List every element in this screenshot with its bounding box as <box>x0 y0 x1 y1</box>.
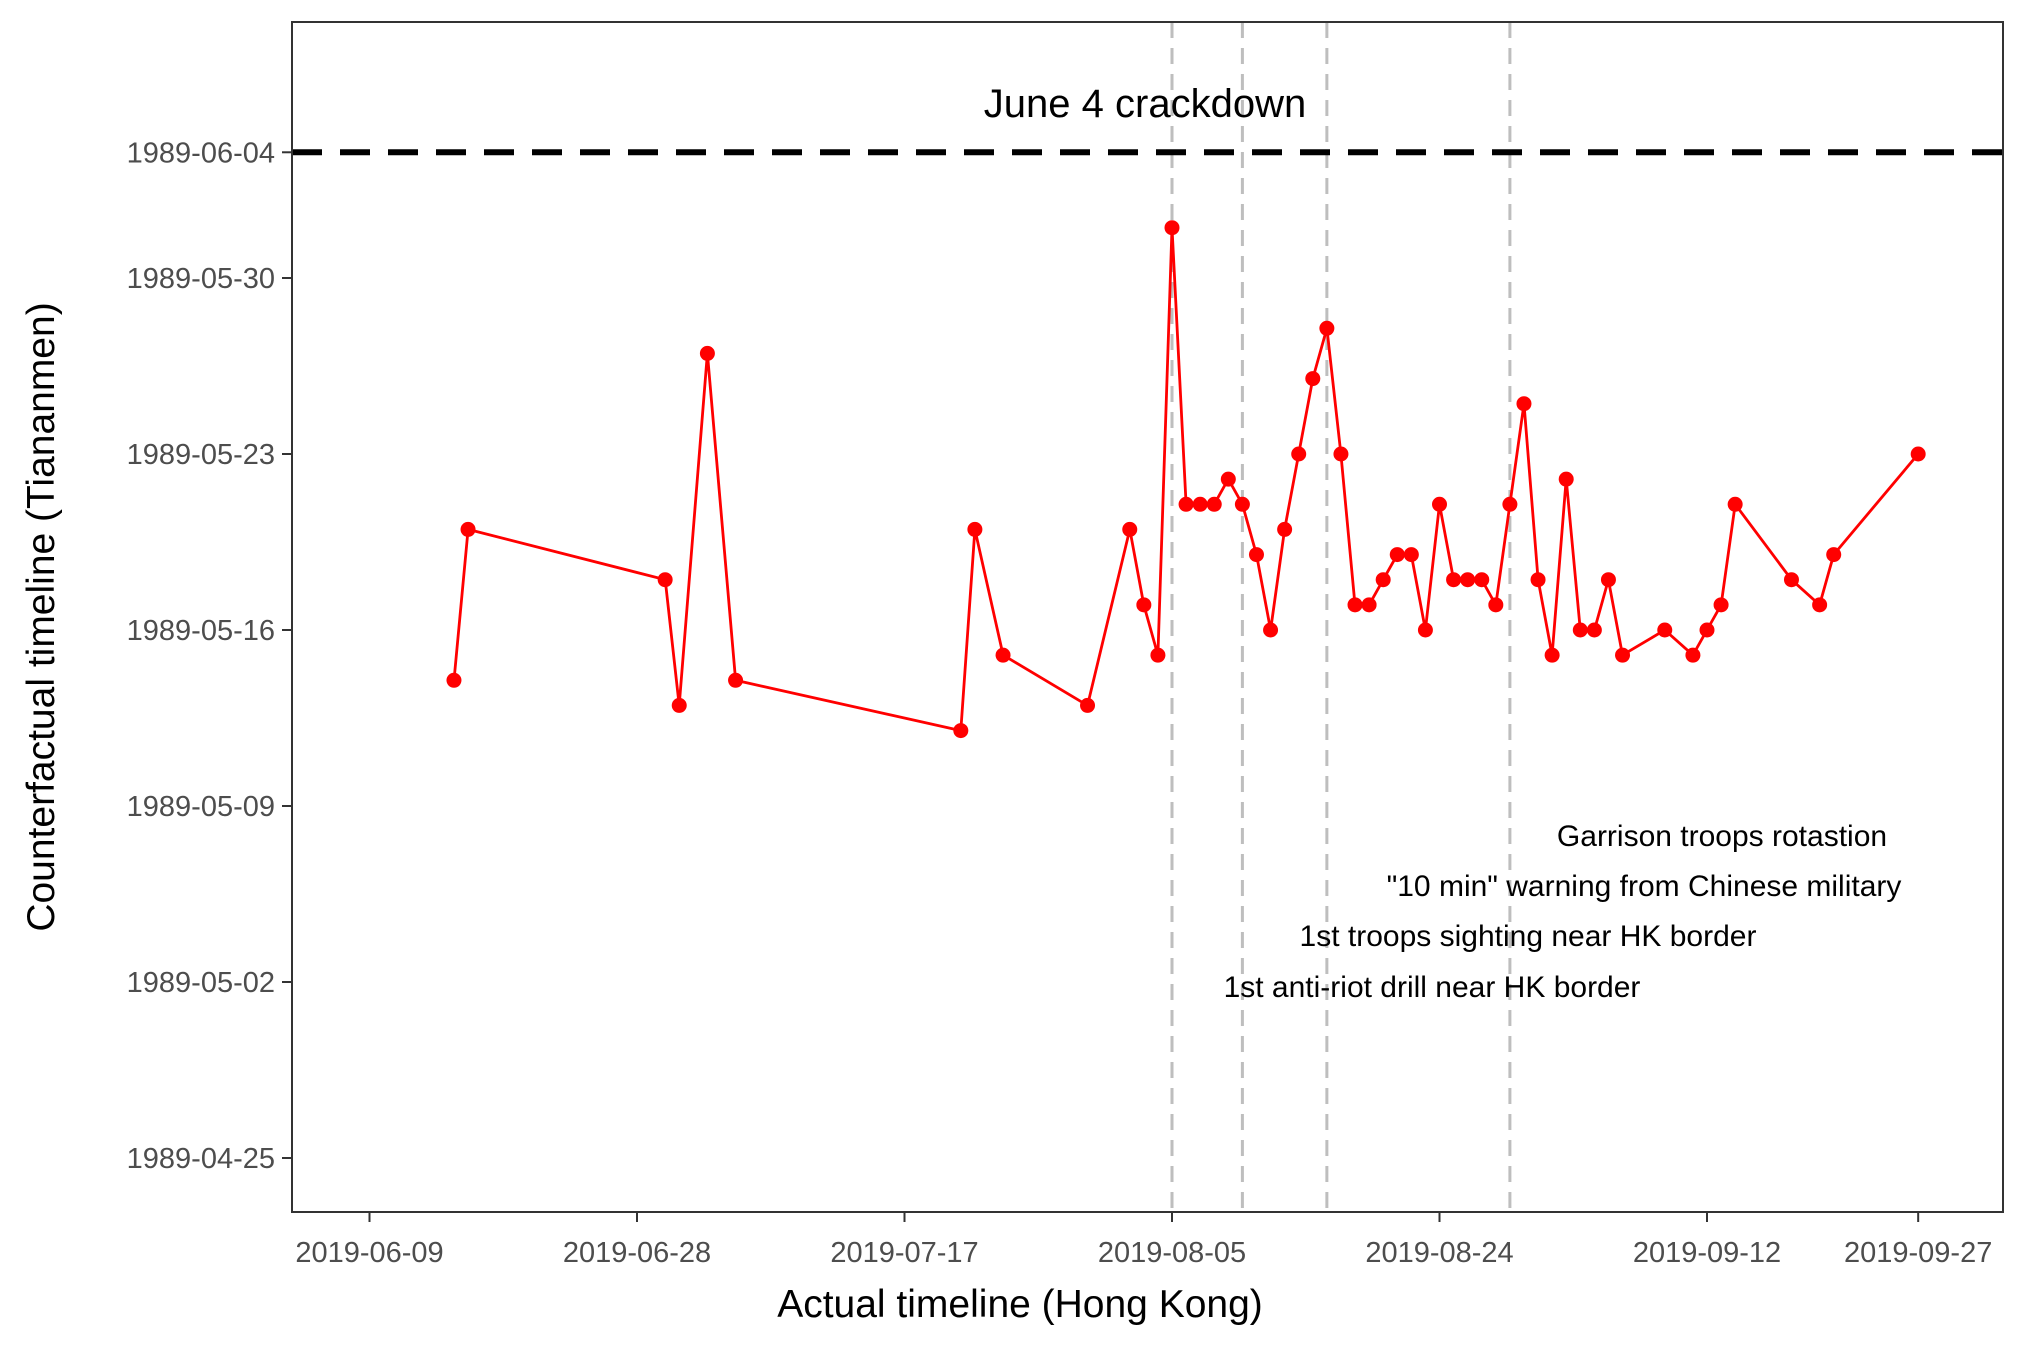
y-tick-label: 1989-05-23 <box>127 439 275 471</box>
data-point <box>1192 496 1208 512</box>
data-point <box>1460 572 1476 588</box>
data-point <box>1417 622 1433 638</box>
data-point <box>1263 622 1279 638</box>
data-point <box>699 345 715 361</box>
data-point <box>1150 647 1166 663</box>
data-point <box>1657 622 1673 638</box>
annotations: June 4 crackdown 1st anti-riot drill near… <box>984 82 1902 1004</box>
event-label-3: "10 min" warning from Chinese military <box>1387 870 1902 903</box>
data-point <box>1713 597 1729 613</box>
data-point <box>671 697 687 713</box>
data-point <box>1812 597 1828 613</box>
event-lines <box>1170 22 1512 1212</box>
data-point <box>1375 572 1391 588</box>
data-point <box>1333 446 1349 462</box>
data-point <box>1446 572 1462 588</box>
x-axis-title: Actual timeline (Hong Kong) <box>777 1283 1263 1326</box>
x-tick-label: 2019-08-05 <box>1098 1237 1246 1269</box>
x-axis: 2019-06-09 2019-06-28 2019-07-17 2019-08-05… <box>295 1212 1992 1269</box>
data-point <box>1389 547 1405 563</box>
data-point <box>657 572 673 588</box>
data-point <box>953 723 969 739</box>
x-tick-label: 2019-06-09 <box>295 1237 443 1269</box>
x-tick-label: 2019-09-12 <box>1633 1237 1781 1269</box>
data-point <box>1572 622 1588 638</box>
data-point <box>1080 697 1096 713</box>
data-point <box>1502 496 1518 512</box>
y-axis-title: Counterfactual timeline (Tiananmen) <box>20 302 63 931</box>
event-label-4: Garrison troops rotastion <box>1557 820 1887 853</box>
data-point <box>1248 547 1264 563</box>
data-point <box>967 521 983 537</box>
data-point <box>460 521 476 537</box>
data-point <box>1530 572 1546 588</box>
data-series <box>446 220 1926 739</box>
plot-border <box>291 21 2004 1213</box>
data-point <box>1164 220 1180 236</box>
data-point <box>1783 572 1799 588</box>
y-tick-label: 1989-06-04 <box>127 137 275 169</box>
data-point <box>1615 647 1631 663</box>
data-point <box>728 672 744 688</box>
event-label-2: 1st troops sighting near HK border <box>1300 920 1757 953</box>
data-point <box>1558 471 1574 487</box>
data-point <box>1361 597 1377 613</box>
data-point <box>1122 521 1138 537</box>
data-point <box>1432 496 1447 512</box>
data-point <box>1136 597 1152 613</box>
data-point <box>1206 496 1222 512</box>
data-point <box>1685 647 1701 663</box>
data-point <box>1474 572 1490 588</box>
data-point <box>1403 547 1419 563</box>
x-tick-label: 2019-08-24 <box>1365 1237 1513 1269</box>
data-point <box>1826 547 1842 563</box>
data-point <box>1319 320 1335 336</box>
data-point <box>446 672 462 688</box>
data-point <box>1699 622 1715 638</box>
x-tick-label: 2019-07-17 <box>830 1237 978 1269</box>
data-point <box>1727 496 1743 512</box>
data-point <box>1277 521 1293 537</box>
data-point <box>1178 496 1194 512</box>
y-tick-label: 1989-04-25 <box>127 1143 275 1175</box>
y-tick-label: 1989-05-09 <box>127 791 275 823</box>
event-label-1: 1st anti-riot drill near HK border <box>1224 971 1641 1004</box>
data-point <box>1291 446 1307 462</box>
data-point <box>1305 371 1321 387</box>
june4-label: June 4 crackdown <box>984 82 1306 126</box>
data-point <box>1347 597 1363 613</box>
data-point <box>1488 597 1504 613</box>
data-point <box>1234 496 1250 512</box>
data-point <box>1220 471 1236 487</box>
y-tick-label: 1989-05-16 <box>127 615 275 647</box>
y-tick-label: 1989-05-30 <box>127 263 275 295</box>
data-point <box>1516 396 1532 412</box>
data-point <box>1600 572 1616 588</box>
data-point <box>1586 622 1602 638</box>
x-tick-label: 2019-09-27 <box>1844 1237 1992 1269</box>
y-tick-label: 1989-05-02 <box>127 967 275 999</box>
data-point <box>1910 446 1926 462</box>
data-point <box>995 647 1011 663</box>
y-axis: 1989-04-25 1989-05-02 1989-05-09 1989-05-16… <box>127 137 292 1175</box>
data-point <box>1544 647 1560 663</box>
x-tick-label: 2019-06-28 <box>563 1237 711 1269</box>
